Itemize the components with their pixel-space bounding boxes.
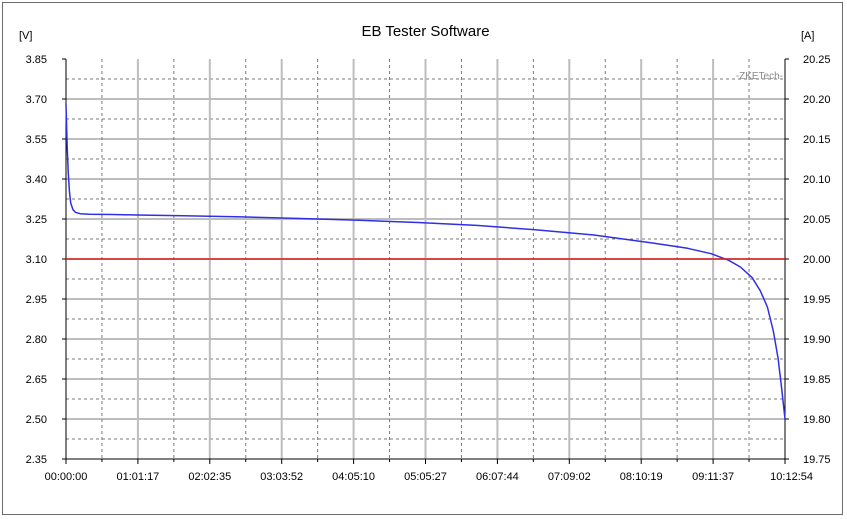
left-tick-label: 3.85 (26, 54, 47, 66)
right-tick-label: 20.25 (803, 54, 831, 66)
axis-ticks: 3.85 3.70 3.55 3.40 3.25 3.10 2.95 2.80 2.65 2.50… (26, 54, 831, 483)
left-tick-label: 2.95 (26, 294, 47, 306)
left-tick-label: 3.10 (26, 254, 47, 266)
x-tick-label: 03:03:52 (260, 471, 303, 483)
left-tick-label: 3.40 (26, 174, 47, 186)
right-axis-unit: [A] (801, 30, 814, 42)
left-tick-label: 2.65 (26, 374, 47, 386)
series-group (65, 104, 786, 420)
x-tick-label: 00:00:00 (45, 471, 88, 483)
x-tick-label: 07:09:02 (548, 471, 591, 483)
right-tick-label: 20.05 (803, 214, 831, 226)
left-axis-unit: [V] (19, 30, 32, 42)
left-tick-label: 2.50 (26, 414, 47, 426)
x-tick-label: 06:07:44 (476, 471, 519, 483)
right-tick-label: 20.15 (803, 134, 831, 146)
x-tick-label: 08:10:19 (620, 471, 663, 483)
chart-title: EB Tester Software (361, 23, 489, 40)
right-tick-label: 19.95 (803, 294, 831, 306)
x-tick-label: 01:01:17 (116, 471, 159, 483)
watermark: -ZKETech- (736, 71, 783, 82)
left-tick-label: 2.35 (26, 454, 47, 466)
left-tick-label: 2.80 (26, 334, 47, 346)
x-tick-label: 04:05:10 (332, 471, 375, 483)
x-tick-label: 10:12:54 (770, 471, 813, 483)
right-tick-label: 19.90 (803, 334, 831, 346)
right-tick-label: 20.10 (803, 174, 831, 186)
right-tick-label: 20.00 (803, 254, 831, 266)
right-tick-label: 19.80 (803, 414, 831, 426)
chart: EB Tester Software [V] [A] 3.853.703.553… (19, 23, 831, 483)
x-tick-label: 09:11:37 (692, 471, 734, 483)
x-tick-label: 02:02:35 (188, 471, 231, 483)
left-tick-label: 3.55 (26, 134, 47, 146)
right-tick-label: 19.85 (803, 374, 831, 386)
right-tick-label: 20.20 (803, 94, 831, 106)
x-tick-label: 05:05:27 (404, 471, 447, 483)
left-tick-label: 3.70 (26, 94, 47, 106)
left-tick-label: 3.25 (26, 214, 47, 226)
voltage-series-line (65, 104, 786, 420)
right-tick-label: 19.75 (803, 454, 831, 466)
